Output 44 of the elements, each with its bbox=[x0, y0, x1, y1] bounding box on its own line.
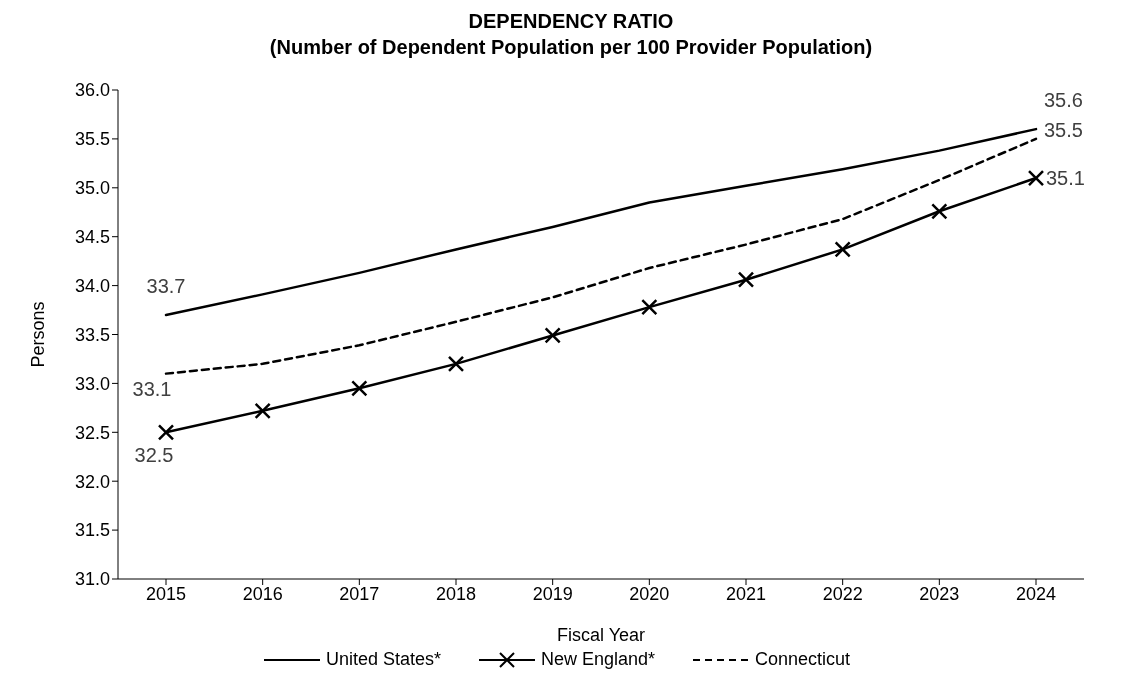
y-tick-label: 31.0 bbox=[74, 569, 110, 590]
data-label: 32.5 bbox=[134, 444, 174, 467]
x-tick-label: 2023 bbox=[919, 583, 960, 604]
data-label: 35.1 bbox=[1046, 167, 1085, 190]
y-tick-label: 32.0 bbox=[74, 471, 110, 492]
x-tick-label: 2019 bbox=[532, 583, 573, 604]
x-axis-title: Fiscal Year bbox=[556, 625, 646, 645]
x-tick-label: 2016 bbox=[242, 583, 283, 604]
data-label: 35.6 bbox=[1044, 89, 1083, 112]
point bbox=[351, 380, 368, 397]
point bbox=[834, 241, 851, 258]
y-tick-label: 35.0 bbox=[74, 178, 110, 199]
point bbox=[544, 327, 561, 344]
y-tick-label: 35.5 bbox=[74, 129, 110, 150]
legend-label: United States* bbox=[325, 649, 441, 670]
y-tick-label: 33.0 bbox=[74, 373, 110, 394]
point bbox=[1027, 169, 1045, 187]
point bbox=[931, 203, 948, 220]
x-tick-label: 2018 bbox=[435, 583, 477, 604]
point bbox=[641, 298, 658, 316]
y-tick-label: 34.5 bbox=[74, 227, 110, 248]
chart-title: DEPENDENCY RATIO bbox=[467, 9, 675, 34]
legend-label: Connecticut bbox=[755, 649, 851, 670]
x-tick-label: 2022 bbox=[822, 583, 863, 604]
x-tick-label: 2024 bbox=[1015, 583, 1057, 604]
data-label: 33.1 bbox=[132, 377, 172, 400]
y-tick-label: 32.5 bbox=[74, 422, 110, 443]
point bbox=[157, 424, 175, 441]
y-tick-label: 34.0 bbox=[74, 275, 110, 296]
x-tick-label: 2020 bbox=[629, 583, 670, 604]
legend-label: New England* bbox=[540, 649, 656, 670]
x-tick-label: 2017 bbox=[339, 583, 380, 604]
x-tick-label: 2015 bbox=[145, 583, 187, 604]
y-tick-label: 33.5 bbox=[74, 324, 110, 345]
y-tick-label: 36.0 bbox=[74, 80, 110, 101]
data-label: 33.7 bbox=[146, 274, 186, 297]
point bbox=[447, 355, 465, 373]
y-tick-label: 31.5 bbox=[74, 520, 110, 541]
chart-subtitle: (Number of Dependent Population per 100 Provider Population) bbox=[268, 35, 874, 60]
point bbox=[737, 271, 755, 288]
y-axis-title: Persons bbox=[28, 301, 49, 368]
x-tick-label: 2021 bbox=[725, 583, 767, 604]
data-label: 35.5 bbox=[1044, 118, 1083, 141]
point bbox=[254, 402, 271, 420]
